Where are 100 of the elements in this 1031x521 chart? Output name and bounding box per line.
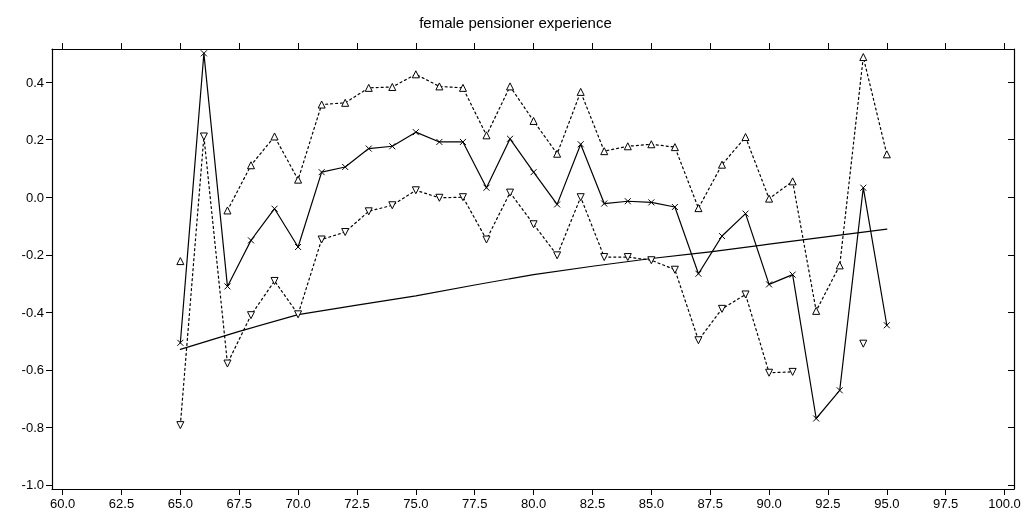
x-tick-label: 60.0 [49,496,76,511]
x-tick-label: 77.5 [462,496,488,511]
point [600,200,608,208]
point [294,310,303,319]
point [341,98,350,107]
point [694,204,703,213]
y-tick-label: -0.2 [21,247,44,263]
x-tick-label: 67.5 [226,496,252,511]
point [529,116,538,125]
point [765,280,773,288]
point [859,339,868,348]
point [294,175,303,184]
point [647,198,655,206]
point [623,253,632,262]
point [364,83,373,92]
point [789,271,797,279]
point [317,235,326,244]
x-tick-label: 90.0 [756,496,782,511]
point [270,276,279,285]
point [364,207,373,216]
point [576,87,585,96]
point [199,132,208,141]
point [411,186,420,195]
x-tick-label: 87.5 [697,496,723,511]
point [859,53,868,62]
point [670,143,679,152]
x-tick-label: 65.0 [167,496,193,511]
point [506,82,515,91]
point [365,145,373,153]
point [529,220,538,229]
point [270,132,279,141]
point [435,193,444,202]
point [553,149,562,158]
point [694,270,702,278]
point [482,235,491,244]
point [317,100,326,109]
point [671,203,679,211]
x-tick-label: 80.0 [520,496,547,511]
point [246,161,255,170]
point [458,193,467,202]
y-tick-label: 0.2 [25,132,44,148]
point [223,359,232,368]
point [458,83,467,92]
point [717,304,726,313]
point [624,197,632,205]
point [388,82,397,91]
x-tick-label: 62.5 [108,496,135,511]
point [577,140,585,148]
point [741,133,750,142]
point [883,321,891,329]
point [670,265,679,274]
point [765,194,774,203]
x-tick-label: 100.0 [988,496,1021,511]
x-tick-label: 82.5 [579,496,606,511]
point [788,367,797,376]
y-tick-label: -0.8 [21,419,44,435]
point [835,261,844,270]
point [341,163,349,171]
point [530,168,538,176]
point [741,290,750,299]
point [506,135,514,143]
point [435,82,444,91]
point [882,150,891,159]
point [271,205,279,213]
point [341,228,350,237]
point [553,200,561,208]
point [223,282,231,290]
y-tick-label: 0.0 [25,189,44,205]
point [318,168,326,176]
point [859,184,867,192]
point [176,421,185,430]
point [765,368,774,377]
point [576,193,585,202]
point [482,184,490,192]
y-tick-label: -0.4 [21,304,44,320]
point [200,49,208,57]
point [482,131,491,140]
point [176,257,185,266]
chart-title: female pensioner experience [419,14,612,31]
point [600,253,609,262]
y-tick-label: -0.6 [21,362,44,378]
point [600,147,609,156]
point [553,251,562,260]
x-tick-label: 95.0 [874,496,900,511]
point [717,160,726,169]
point [812,415,820,422]
point [459,138,467,146]
x-tick-label: 92.5 [815,496,841,511]
point [812,306,821,315]
point [176,339,184,347]
y-tick-label: 0.4 [25,74,44,90]
point [742,210,750,218]
x-tick-label: 97.5 [933,496,959,511]
point [836,386,844,394]
point [412,128,420,136]
x-tick-label: 75.0 [403,496,429,511]
point [623,142,632,151]
point [647,140,656,149]
point [388,142,396,150]
point [223,206,232,215]
